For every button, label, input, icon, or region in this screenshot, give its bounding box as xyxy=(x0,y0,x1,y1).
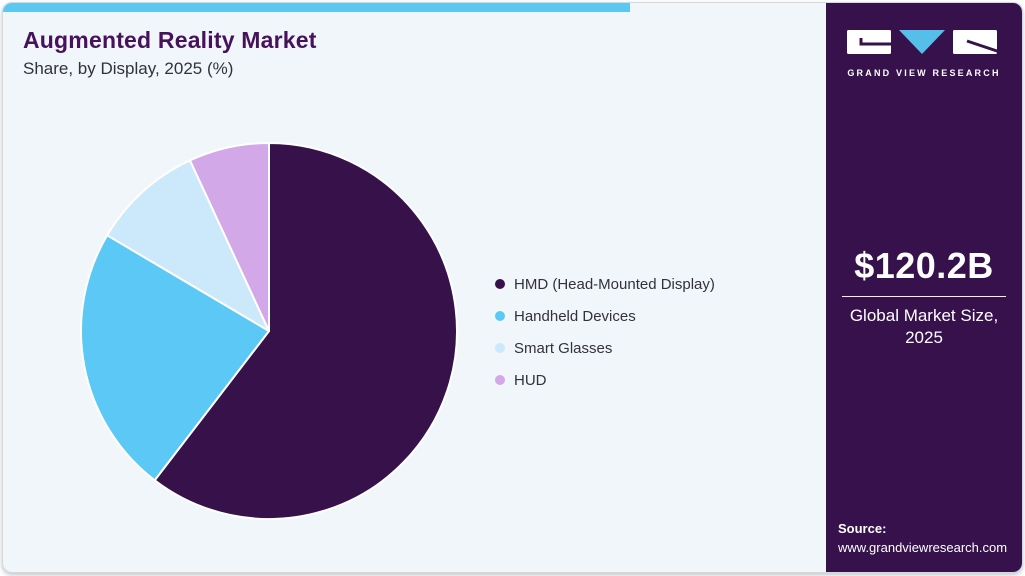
source-label: Source: xyxy=(838,521,887,537)
legend-item: HUD xyxy=(495,364,715,396)
gvr-logo-icon xyxy=(847,30,1001,54)
legend-label: HUD xyxy=(514,371,547,389)
market-size-stat: $120.2B Global Market Size, 2025 xyxy=(826,245,1022,349)
chart-title: Augmented Reality Market xyxy=(23,27,317,53)
chart-panel: Augmented Reality Market Share, by Displ… xyxy=(3,3,826,572)
pie-slice-smart-glasses xyxy=(106,159,270,332)
stat-divider xyxy=(842,296,1006,297)
legend-dot-icon xyxy=(495,279,505,289)
legend-item: Smart Glasses xyxy=(495,332,715,364)
market-size-value: $120.2B xyxy=(854,245,994,286)
legend-label: Smart Glasses xyxy=(514,339,613,357)
accent-top-bar xyxy=(3,3,630,12)
source-block: Source: www.grandviewresearch.com xyxy=(838,520,1007,558)
pie-slice-hmd-head-mounted-display xyxy=(153,142,458,520)
pie-slice-handheld-devices xyxy=(80,234,270,482)
legend-dot-icon xyxy=(495,311,505,321)
logo-v-triangle xyxy=(899,30,945,54)
pie-chart-container xyxy=(79,141,459,521)
legend-dot-icon xyxy=(495,375,505,385)
brand-name: GRAND VIEW RESEARCH xyxy=(847,68,1001,78)
source-url: www.grandviewresearch.com xyxy=(838,540,1008,556)
legend-item: Handheld Devices xyxy=(495,300,715,332)
legend-dot-icon xyxy=(495,343,505,353)
market-size-label: Global Market Size, 2025 xyxy=(849,306,999,348)
gvr-logo: GRAND VIEW RESEARCH xyxy=(826,29,1022,78)
legend: HMD (Head-Mounted Display) Handheld Devic… xyxy=(495,268,715,396)
brand-sidebar: GRAND VIEW RESEARCH $120.2B Global Marke… xyxy=(826,3,1022,572)
legend-label: HMD (Head-Mounted Display) xyxy=(514,275,715,293)
legend-item: HMD (Head-Mounted Display) xyxy=(495,268,715,300)
legend-label: Handheld Devices xyxy=(514,307,636,325)
pie-chart xyxy=(80,142,458,520)
chart-subtitle: Share, by Display, 2025 (%) xyxy=(23,58,234,78)
pie-slice-hud xyxy=(189,142,270,332)
chart-header: Augmented Reality Market Share, by Displ… xyxy=(23,27,317,79)
